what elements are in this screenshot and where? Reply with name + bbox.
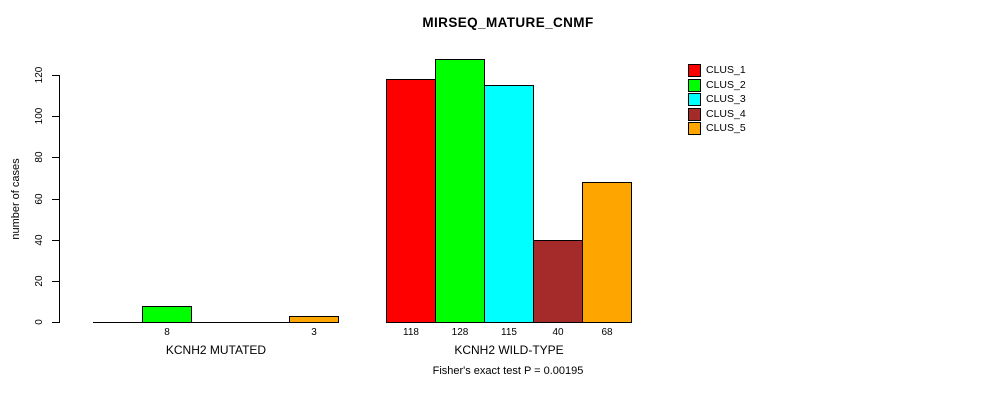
y-tick-label: 80 [34,151,45,163]
x-group-label: KCNH2 MUTATED [165,343,267,357]
y-axis-label: number of cases [10,158,22,240]
bar-value-label: 8 [164,327,170,338]
y-tick-label: 60 [34,193,45,205]
y-axis [59,75,60,323]
bar-clus_4-wildtype [533,240,583,323]
bar-value-label: 68 [601,327,613,338]
y-tick [52,75,59,76]
bar-clus_3-wildtype [484,85,534,323]
x-baseline [93,322,339,323]
legend-swatch-clus_4 [688,108,701,121]
y-tick [52,240,59,241]
legend-label-clus_5: CLUS_5 [706,122,746,134]
legend-swatch-clus_2 [688,79,701,92]
y-tick [52,199,59,200]
y-tick-label: 40 [34,234,45,246]
bar-value-label: 118 [403,327,419,338]
legend-label-clus_1: CLUS_1 [706,64,746,76]
y-tick-label: 0 [34,319,45,325]
legend-label-clus_3: CLUS_3 [706,93,746,105]
y-tick-label: 120 [34,66,45,84]
y-tick [52,157,59,158]
chart-title: MIRSEQ_MATURE_CNMF [422,15,594,30]
legend-label-clus_4: CLUS_4 [706,108,746,120]
legend-swatch-clus_5 [688,122,701,135]
legend-swatch-clus_1 [688,64,701,77]
bar-value-label: 3 [311,327,317,338]
x-group-label: KCNH2 WILD-TYPE [454,343,564,357]
y-tick [52,281,59,282]
fisher-test-annotation: Fisher's exact test P = 0.00195 [432,365,584,377]
y-tick-label: 20 [34,275,45,287]
bar-value-label: 115 [501,327,517,338]
bar-clus_2-wildtype [435,59,485,323]
y-tick-label: 100 [34,107,45,125]
bar-value-label: 128 [451,327,469,338]
bar-clus_5-wildtype [582,182,632,323]
bar-clus_1-wildtype [386,79,436,323]
legend-label-clus_2: CLUS_2 [706,79,746,91]
y-tick [52,322,59,323]
legend-swatch-clus_3 [688,93,701,106]
y-tick [52,116,59,117]
bar-clus_5-mutated [289,316,339,323]
bar-value-label: 40 [552,327,564,338]
bar-clus_2-mutated [142,306,192,323]
